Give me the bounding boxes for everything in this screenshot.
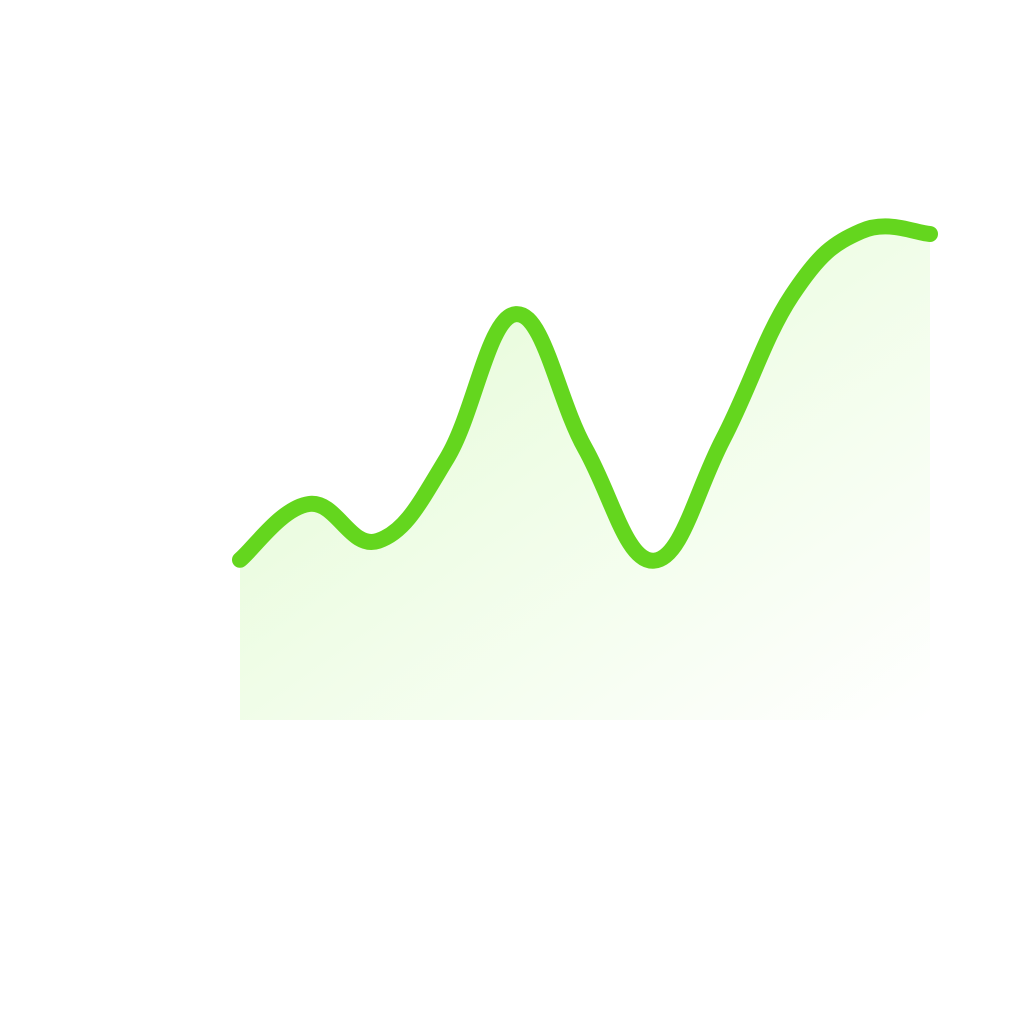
area-fill [240, 226, 930, 720]
plot-area [232, 218, 938, 720]
series-line [232, 218, 938, 569]
